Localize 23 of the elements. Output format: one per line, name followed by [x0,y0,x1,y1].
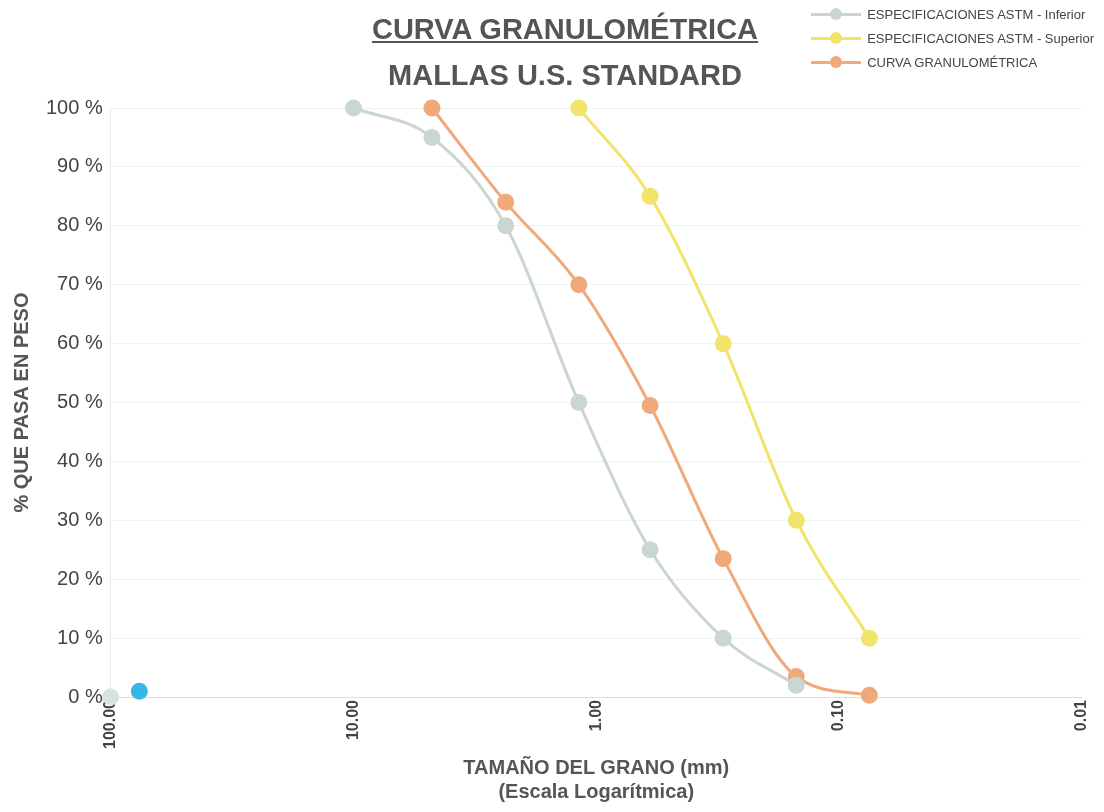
y-axis-title: % QUE PASA EN PESO [9,292,32,513]
y-tick-label: 90 % [57,154,103,177]
x-tick-label: 10.00 [343,699,361,741]
y-tick-label: 80 % [57,213,103,236]
chart-subtitle: MALLAS U.S. STANDARD [387,58,743,93]
y-tick-label: 60 % [57,331,103,354]
y-tick-label: 50 % [57,390,103,413]
y-tick-label: 30 % [57,507,103,530]
x-axis-title: TAMAÑO DEL GRANO (mm) [463,755,730,778]
y-tick-label: 0 % [68,684,103,707]
y-tick-label: 10 % [57,625,103,648]
chart-title: CURVA GRANULOMÉTRICA [370,11,760,47]
x-tick-label: 0.10 [829,699,847,732]
legend-label: CURVA GRANULOMÉTRICA [867,54,1038,70]
y-tick-label: 40 % [57,448,103,471]
y-tick-label: 20 % [57,566,103,589]
y-tick-label: 70 % [57,272,103,295]
legend-label: ESPECIFICACIONES ASTM - Superior [867,30,1094,46]
legend-label: ESPECIFICACIONES ASTM - Inferior [867,6,1086,22]
y-tick-label: 100 % [45,95,103,118]
x-tick-label: 1.00 [586,699,604,732]
x-tick-label: 0.01 [1072,699,1090,732]
text: (Escala Logarítmica) [498,779,695,802]
